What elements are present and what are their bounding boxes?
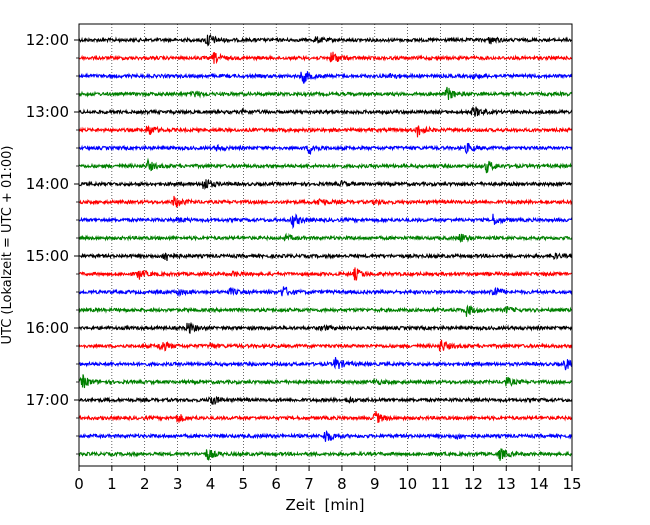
trace-1615 xyxy=(78,339,573,352)
y-axis-title: UTC (Lokalzeit = UTC + 01:00) xyxy=(0,146,15,345)
trace-1700 xyxy=(78,395,573,405)
trace-1730 xyxy=(78,430,573,442)
x-tick-label-14: 14 xyxy=(530,475,549,493)
seismogram-traces xyxy=(78,33,573,461)
x-tick-label-5: 5 xyxy=(239,475,249,493)
trace-1215 xyxy=(78,51,573,65)
y-tick-label-1700: 17:00 xyxy=(26,391,69,409)
x-axis-title: Zeit [min] xyxy=(285,496,364,514)
trace-1530 xyxy=(78,286,573,298)
trace-1630 xyxy=(78,357,573,371)
x-axis-ticks: 0 1 2 3 4 5 6 7 8 9 10 11 12 13 14 15 xyxy=(74,466,582,493)
y-axis-ticks: 12:00 13:00 14:00 15:00 16:00 17:00 xyxy=(26,31,79,455)
x-tick-label-3: 3 xyxy=(173,475,183,493)
trace-1245 xyxy=(78,86,573,101)
trace-1300 xyxy=(78,106,573,117)
y-tick-label-1500: 15:00 xyxy=(26,247,69,265)
x-tick-label-0: 0 xyxy=(74,475,84,493)
trace-1645 xyxy=(78,374,573,389)
y-tick-label-1300: 13:00 xyxy=(26,103,69,121)
trace-1415 xyxy=(78,195,573,208)
x-tick-label-8: 8 xyxy=(337,475,347,493)
x-tick-label-6: 6 xyxy=(271,475,281,493)
trace-1745 xyxy=(78,448,573,461)
trace-1315 xyxy=(78,124,573,138)
x-tick-label-9: 9 xyxy=(370,475,380,493)
x-tick-label-7: 7 xyxy=(304,475,314,493)
trace-1515 xyxy=(78,267,573,281)
plot-frame xyxy=(78,23,573,467)
trace-1345 xyxy=(78,157,573,174)
trace-1600 xyxy=(78,321,573,334)
y-tick-label-1200: 12:00 xyxy=(26,31,69,49)
y-tick-label-1400: 14:00 xyxy=(26,175,69,193)
x-tick-label-13: 13 xyxy=(497,475,516,493)
trace-1545 xyxy=(78,304,573,317)
trace-1330 xyxy=(78,142,573,155)
trace-1445 xyxy=(78,232,573,244)
x-tick-label-11: 11 xyxy=(431,475,450,493)
x-tick-label-2: 2 xyxy=(140,475,150,493)
x-tick-label-1: 1 xyxy=(107,475,117,493)
trace-1200 xyxy=(78,33,573,47)
x-tick-label-4: 4 xyxy=(206,475,216,493)
x-tick-label-15: 15 xyxy=(562,475,581,493)
x-tick-label-10: 10 xyxy=(398,475,417,493)
trace-1715 xyxy=(78,411,573,423)
trace-1400 xyxy=(78,178,573,191)
x-tick-label-12: 12 xyxy=(464,475,483,493)
y-tick-label-1600: 16:00 xyxy=(26,319,69,337)
trace-1500 xyxy=(78,252,573,262)
trace-1430 xyxy=(78,213,573,230)
trace-1230 xyxy=(78,71,573,84)
